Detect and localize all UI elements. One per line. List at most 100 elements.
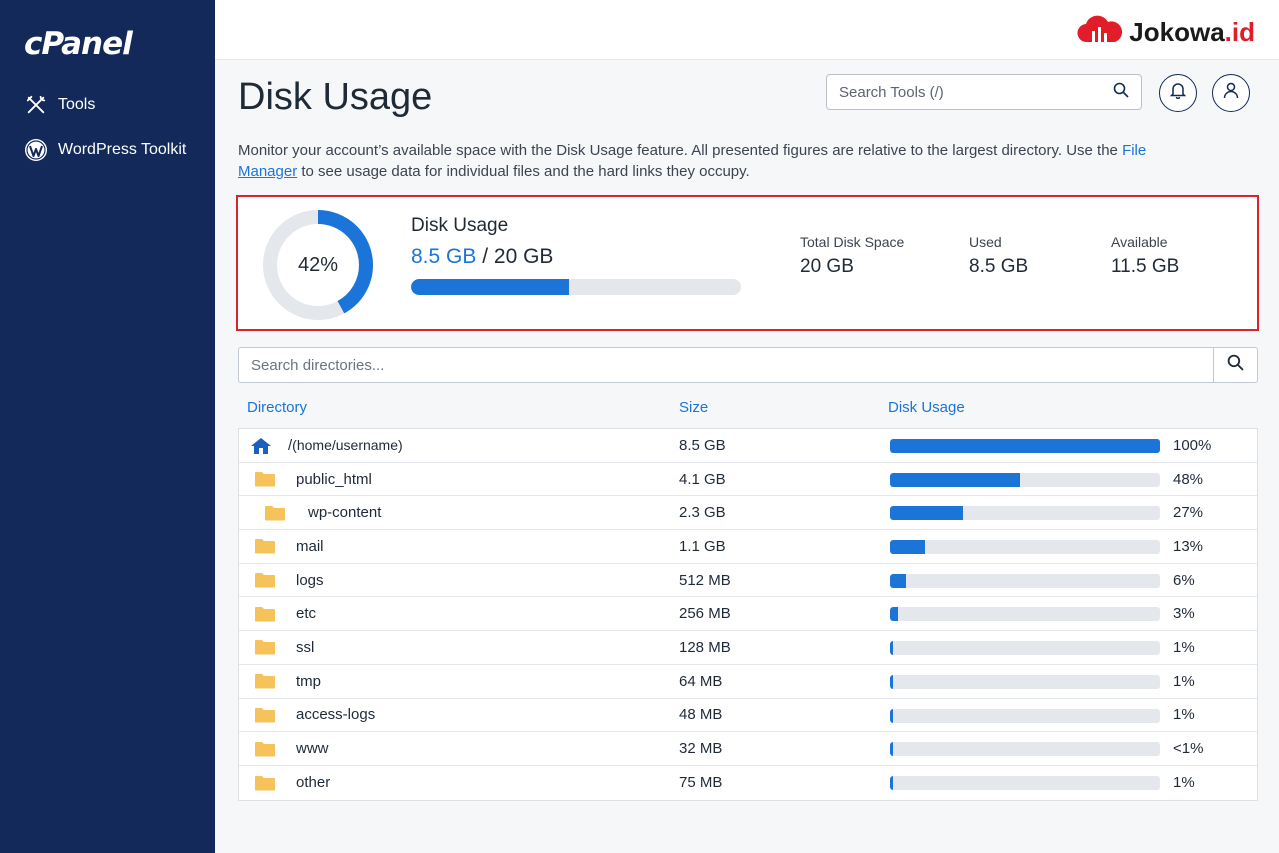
sidebar-item-label: WordPress Toolkit xyxy=(58,141,187,158)
brand-logo[interactable]: Jokowa.id xyxy=(1077,14,1255,51)
home-icon xyxy=(250,437,272,455)
summary-amount: 8.5 GB / 20 GB xyxy=(411,245,554,268)
table-row[interactable]: tmp 64 MB 1% xyxy=(239,665,1257,699)
usage-percent: 1% xyxy=(1173,706,1195,724)
directory-name[interactable]: access-logs xyxy=(296,706,376,724)
notifications-button[interactable] xyxy=(1159,74,1197,112)
directory-search-button[interactable] xyxy=(1213,348,1257,382)
directory-name[interactable]: www xyxy=(296,740,329,758)
sidebar-item-label: Tools xyxy=(58,96,96,113)
usage-bar xyxy=(890,775,1160,790)
size-cell: 64 MB xyxy=(679,672,723,690)
usage-percent: 27% xyxy=(1173,504,1204,522)
table-row[interactable]: wp-content 2.3 GB 27% xyxy=(239,496,1257,531)
directory-name[interactable]: etc xyxy=(296,605,317,623)
usage-bar xyxy=(890,573,1160,588)
directory-name[interactable]: wp-content xyxy=(308,504,382,522)
table-row[interactable]: / (home/username) 8.5 GB 100% xyxy=(239,429,1257,463)
usage-percent: 1% xyxy=(1173,638,1195,656)
usage-donut-chart xyxy=(263,210,373,320)
stat-used: Used 8.5 GB xyxy=(969,234,1029,277)
sidebar-item-tools[interactable]: Tools xyxy=(24,92,95,118)
usage-bar-fill xyxy=(890,506,963,521)
wordpress-icon xyxy=(24,138,48,162)
directory-cell: mail xyxy=(254,530,324,563)
column-header-disk-usage[interactable]: Disk Usage xyxy=(888,399,965,416)
folder-icon xyxy=(254,606,276,622)
size-cell: 2.3 GB xyxy=(679,504,726,522)
directory-name[interactable]: other xyxy=(296,774,331,792)
directory-cell: access-logs xyxy=(254,699,375,732)
usage-percent-label: 42% xyxy=(297,253,339,276)
directory-name[interactable]: logs xyxy=(296,571,324,589)
usage-percent: 48% xyxy=(1173,470,1204,488)
user-icon xyxy=(1223,82,1239,104)
size-cell: 512 MB xyxy=(679,571,731,589)
usage-bar xyxy=(890,506,1160,521)
usage-bar xyxy=(890,540,1160,555)
usage-bar-fill xyxy=(890,775,894,790)
top-bar: Jokowa.id xyxy=(215,0,1279,60)
column-header-size[interactable]: Size xyxy=(679,399,709,416)
disk-usage-summary: 42% Disk Usage 8.5 GB / 20 GB Total Disk… xyxy=(236,195,1259,331)
directory-cell: etc xyxy=(254,597,316,630)
directory-name[interactable]: mail xyxy=(296,537,324,555)
directory-cell: logs xyxy=(254,564,324,597)
size-cell: 32 MB xyxy=(679,740,723,758)
search-tools-input[interactable] xyxy=(839,83,1113,101)
column-header-directory[interactable]: Directory xyxy=(247,399,308,416)
size-cell: 8.5 GB xyxy=(679,436,726,454)
directory-table: / (home/username) 8.5 GB 100% public_html 4.… xyxy=(238,428,1258,801)
page-title: Disk Usage xyxy=(238,76,433,118)
file-manager-link[interactable]: Manager xyxy=(238,163,298,180)
page-description: Monitor your account’s available space w… xyxy=(238,142,1147,180)
folder-icon xyxy=(254,673,276,689)
user-account-button[interactable] xyxy=(1212,74,1250,112)
usage-bar xyxy=(890,607,1160,622)
total-amount: 20 GB xyxy=(493,245,554,268)
table-row[interactable]: ssl 128 MB 1% xyxy=(239,631,1257,665)
usage-bar-fill xyxy=(890,540,926,555)
brand-name: Jokowa.id xyxy=(1129,17,1255,47)
directory-name[interactable]: tmp xyxy=(296,672,322,690)
size-cell: 128 MB xyxy=(679,638,731,656)
usage-bar xyxy=(890,708,1160,723)
directory-search-field[interactable] xyxy=(238,347,1258,383)
size-cell: 1.1 GB xyxy=(679,537,726,555)
stat-total-disk-space: Total Disk Space 20 GB xyxy=(800,234,905,277)
usage-bar xyxy=(890,439,1160,453)
usage-percent: 1% xyxy=(1173,672,1195,690)
search-tools-field[interactable] xyxy=(826,74,1142,110)
directory-name[interactable]: ssl xyxy=(296,638,315,656)
table-row[interactable]: other 75 MB 1% xyxy=(239,766,1257,800)
usage-bar-fill xyxy=(890,641,894,656)
usage-bar-fill xyxy=(890,439,1160,453)
table-row[interactable]: etc 256 MB 3% xyxy=(239,597,1257,632)
table-row[interactable]: public_html 4.1 GB 48% xyxy=(239,463,1257,497)
cpanel-logo[interactable]: cPanel xyxy=(24,26,133,62)
table-row[interactable]: www 32 MB <1% xyxy=(239,732,1257,766)
usage-bar-fill xyxy=(890,674,894,689)
sidebar-item-wordpress-toolkit[interactable]: WordPress Toolkit xyxy=(24,137,186,163)
usage-percent: 3% xyxy=(1173,605,1195,623)
table-row[interactable]: logs 512 MB 6% xyxy=(239,564,1257,598)
folder-icon xyxy=(254,471,276,487)
bell-icon xyxy=(1169,82,1187,104)
search-icon xyxy=(1227,354,1244,376)
usage-donut-arc xyxy=(263,210,373,320)
file-manager-link[interactable]: File xyxy=(1122,142,1147,159)
stat-available: Available 11.5 GB xyxy=(1111,234,1180,277)
cloud-icon xyxy=(1077,14,1123,51)
usage-bar xyxy=(890,472,1160,487)
folder-icon xyxy=(254,538,276,554)
search-icon[interactable] xyxy=(1113,82,1129,103)
directory-name[interactable]: public_html xyxy=(296,470,372,488)
usage-bar xyxy=(890,674,1160,689)
directory-search-input[interactable] xyxy=(239,348,1213,382)
folder-icon xyxy=(254,707,276,723)
folder-icon xyxy=(254,572,276,588)
table-row[interactable]: mail 1.1 GB 13% xyxy=(239,530,1257,564)
usage-bar xyxy=(890,742,1160,757)
table-row[interactable]: access-logs 48 MB 1% xyxy=(239,699,1257,733)
directory-name[interactable]: / xyxy=(288,436,293,454)
